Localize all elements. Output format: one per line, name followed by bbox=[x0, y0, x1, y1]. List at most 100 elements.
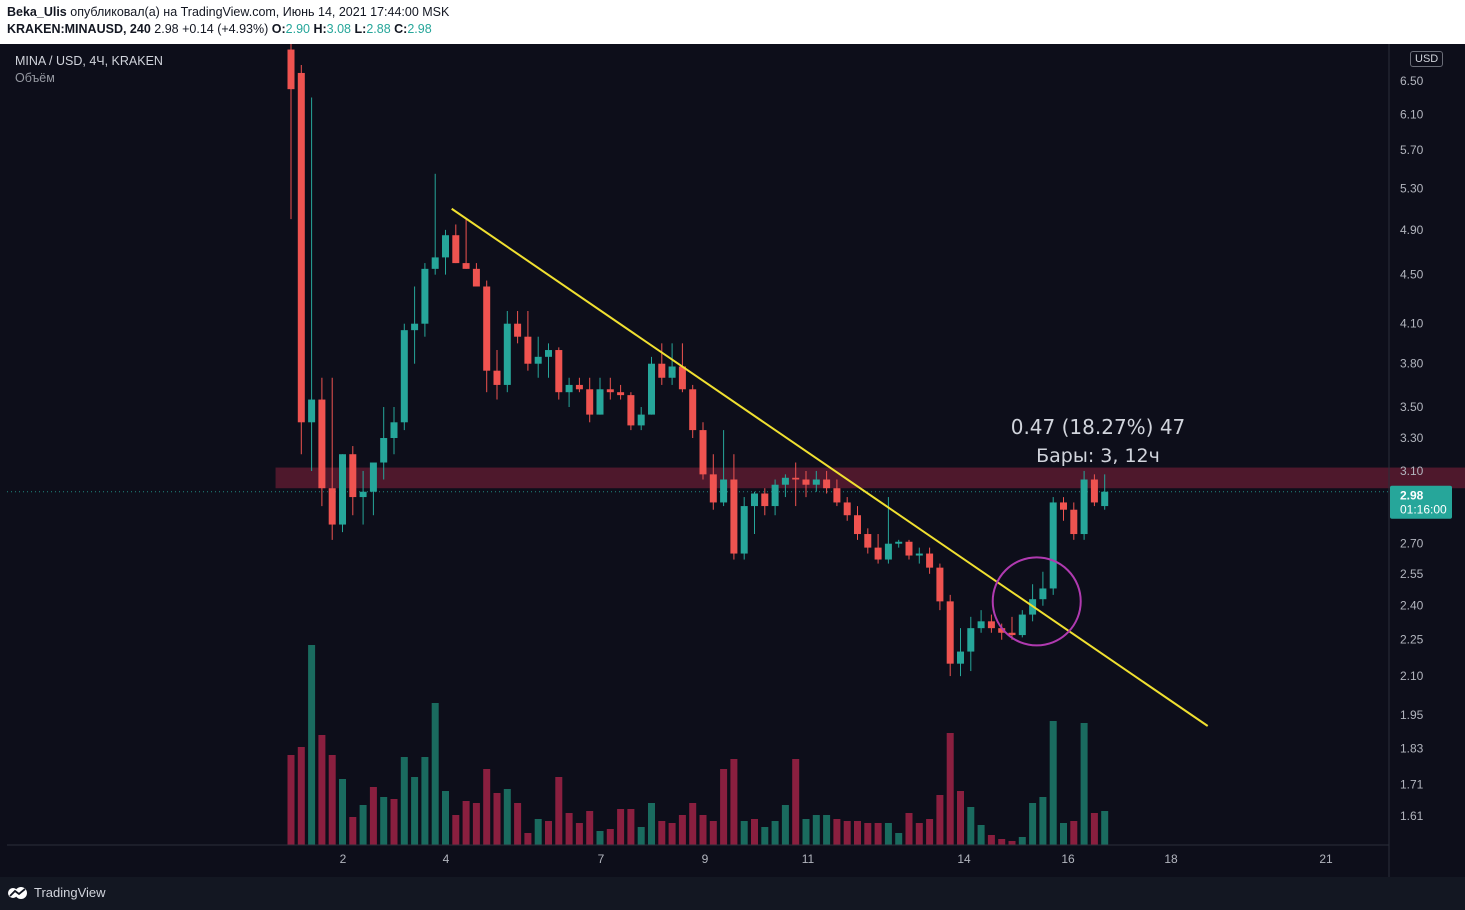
candle bbox=[308, 97, 316, 471]
candle bbox=[1049, 497, 1057, 595]
candle-body bbox=[596, 389, 604, 415]
low-label: L: bbox=[354, 22, 367, 36]
highlight-circle[interactable] bbox=[991, 556, 1082, 647]
candle bbox=[575, 377, 583, 393]
candle-body bbox=[751, 493, 758, 507]
candle-body bbox=[442, 235, 449, 258]
candle bbox=[1039, 571, 1047, 606]
volume-bar bbox=[1060, 823, 1067, 845]
candle bbox=[555, 347, 563, 400]
price-tick-label: 1.83 bbox=[1400, 742, 1424, 756]
volume-bar bbox=[442, 791, 449, 845]
candle-body bbox=[771, 484, 779, 507]
candle bbox=[905, 539, 913, 560]
drawings-layer[interactable] bbox=[451, 207, 1465, 727]
volume-bar bbox=[411, 777, 419, 845]
candle-body bbox=[812, 479, 820, 485]
volume-bar bbox=[730, 759, 738, 845]
measure-text-change: 0.47 (18.27%) 47 bbox=[1011, 415, 1186, 439]
candle-body bbox=[617, 392, 625, 396]
candle bbox=[833, 479, 841, 507]
volume-bar bbox=[987, 835, 995, 845]
candle-body bbox=[781, 477, 789, 485]
trendline[interactable] bbox=[451, 207, 1209, 727]
price-chart[interactable]: 6.50 6.10 5.70 5.30 4.90 4.50 4.10 3.80 3.50 3.30… bbox=[0, 44, 1465, 877]
candle bbox=[452, 224, 460, 264]
price-change: +0.14 (+4.93%) bbox=[182, 22, 269, 36]
volume-bar bbox=[565, 813, 573, 845]
price-tick-label: 6.50 bbox=[1400, 74, 1424, 88]
candle-body bbox=[369, 462, 377, 492]
volume-bar bbox=[751, 819, 758, 845]
price-tick-label: 2.40 bbox=[1400, 599, 1424, 613]
candle bbox=[874, 534, 882, 564]
chart-area[interactable]: 6.50 6.10 5.70 5.30 4.90 4.50 4.10 3.80 3.50 3.30… bbox=[0, 44, 1465, 877]
candle-body bbox=[483, 286, 491, 371]
volume-bar bbox=[308, 645, 316, 845]
open-label: O: bbox=[271, 22, 286, 36]
volume-bar bbox=[658, 821, 666, 845]
candle bbox=[606, 377, 614, 400]
currency-badge[interactable]: USD bbox=[1410, 51, 1444, 67]
candle bbox=[431, 173, 439, 275]
open-value: 2.90 bbox=[285, 22, 310, 36]
resistance-zone bbox=[275, 467, 1465, 489]
time-tick-label: 18 bbox=[1164, 852, 1178, 866]
volume-bar bbox=[668, 823, 676, 845]
countdown-value: 01:16:00 bbox=[1400, 503, 1447, 517]
volume-bar bbox=[926, 819, 934, 845]
candle-body bbox=[349, 454, 357, 498]
candle-body bbox=[339, 454, 346, 525]
volume-bar bbox=[339, 779, 346, 845]
candle-body bbox=[1090, 479, 1098, 503]
volume-bar bbox=[545, 821, 552, 845]
candle-body bbox=[493, 370, 501, 385]
volume-bar bbox=[843, 821, 851, 845]
candle-body bbox=[761, 493, 769, 507]
candle-body bbox=[895, 541, 903, 544]
author-name[interactable]: Beka_Ulis bbox=[7, 5, 67, 19]
volume-bar bbox=[854, 821, 861, 845]
candle bbox=[915, 547, 923, 564]
candle bbox=[689, 384, 697, 439]
candle bbox=[854, 506, 861, 540]
candle-body bbox=[627, 395, 635, 426]
candle bbox=[987, 614, 995, 633]
time-tick-label: 14 bbox=[957, 852, 971, 866]
volume-bar bbox=[462, 801, 470, 845]
candle bbox=[318, 377, 326, 507]
volume-bar bbox=[318, 735, 326, 845]
volume-bar bbox=[895, 833, 903, 845]
candle-body bbox=[678, 366, 686, 390]
candle bbox=[967, 616, 975, 672]
candle-body bbox=[1008, 632, 1016, 636]
volume-bar bbox=[874, 823, 882, 845]
volume-bar bbox=[596, 831, 604, 845]
candle bbox=[545, 343, 552, 378]
volume-bar bbox=[287, 755, 295, 845]
time-tick-label: 16 bbox=[1061, 852, 1075, 866]
candle bbox=[761, 488, 769, 516]
candle bbox=[740, 497, 748, 560]
candle bbox=[349, 446, 357, 516]
candle bbox=[380, 407, 388, 480]
candle-body bbox=[792, 477, 800, 480]
volume-bar bbox=[637, 827, 645, 845]
volume-bar bbox=[1029, 803, 1037, 845]
candle bbox=[1080, 470, 1088, 540]
candle-body bbox=[472, 268, 480, 287]
candle bbox=[493, 350, 501, 400]
candle-body bbox=[730, 479, 738, 554]
candle bbox=[359, 470, 367, 525]
candle bbox=[1101, 474, 1109, 510]
volume-bar bbox=[390, 799, 398, 845]
volume-bar bbox=[957, 791, 964, 845]
volume-bar bbox=[709, 821, 717, 845]
candle bbox=[977, 610, 985, 633]
resistance-zone-layer bbox=[7, 467, 1465, 493]
volume-bar bbox=[617, 809, 625, 845]
candle bbox=[442, 229, 449, 275]
volume-bar bbox=[1039, 797, 1047, 845]
candle bbox=[534, 336, 542, 378]
volume-bar bbox=[977, 825, 985, 845]
